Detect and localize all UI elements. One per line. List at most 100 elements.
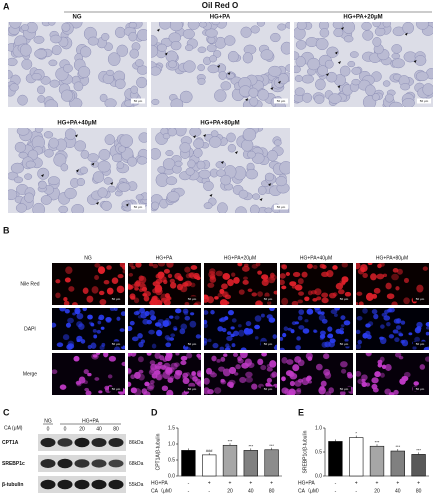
cell <box>321 341 328 348</box>
cell <box>169 22 183 32</box>
cell <box>169 278 175 284</box>
cell <box>398 355 404 360</box>
cell <box>128 31 138 42</box>
cell <box>403 371 411 378</box>
cell <box>400 83 411 91</box>
cell <box>332 292 338 297</box>
cell <box>343 35 354 43</box>
cell <box>315 37 329 51</box>
cell <box>230 326 235 330</box>
cell <box>143 291 152 297</box>
cell <box>256 22 266 27</box>
cell <box>233 330 239 337</box>
cell <box>166 389 174 395</box>
cell <box>287 327 292 331</box>
cell <box>337 289 345 295</box>
cell <box>209 268 216 275</box>
cell <box>215 160 227 169</box>
cell <box>264 207 273 213</box>
micrograph: 50 μm <box>280 308 353 350</box>
cell <box>210 372 217 378</box>
cell <box>103 280 110 285</box>
cell <box>302 328 310 334</box>
cell <box>211 22 220 26</box>
cell <box>190 312 195 316</box>
micrograph: 50 μm <box>52 308 125 350</box>
cell <box>31 72 42 81</box>
cell <box>391 52 401 60</box>
cell <box>235 206 247 213</box>
cell <box>78 376 86 384</box>
scale-bar: 50 μm <box>112 297 121 301</box>
cell <box>190 265 198 270</box>
x-row-value: 80 <box>416 488 422 494</box>
cell <box>187 22 200 30</box>
x-row-label: HG+PA <box>298 480 315 486</box>
cell <box>14 141 27 153</box>
column-label: NG <box>84 255 92 261</box>
cells: 50 μm <box>52 263 125 305</box>
x-row-label: HG+PA <box>151 480 168 486</box>
cell <box>16 128 30 136</box>
cell <box>205 28 218 38</box>
cell <box>149 310 155 316</box>
cell <box>163 268 170 274</box>
cell <box>312 264 318 270</box>
cell <box>204 323 208 329</box>
cell <box>291 300 299 305</box>
cell <box>146 319 152 325</box>
cell <box>40 195 52 205</box>
cell <box>227 50 239 63</box>
x-row-value: - <box>208 488 210 494</box>
cell <box>242 128 257 142</box>
cell <box>94 377 100 381</box>
image-label: HG+PA+80μM <box>200 121 239 127</box>
cell <box>37 167 50 180</box>
bar <box>411 454 426 477</box>
cell <box>388 308 395 313</box>
cell <box>84 387 90 392</box>
panel-title: Oil Red O <box>202 1 238 10</box>
cell <box>297 315 303 321</box>
cell <box>233 353 239 357</box>
cell <box>228 366 237 375</box>
x-row-label: CA（μM） <box>298 488 322 494</box>
cell <box>166 263 174 268</box>
cell <box>76 312 84 320</box>
cell <box>204 294 210 303</box>
cell <box>156 329 163 337</box>
cell <box>134 281 141 288</box>
cell <box>130 85 139 94</box>
cell <box>231 343 236 348</box>
cell <box>327 334 332 339</box>
cell <box>209 370 215 375</box>
cell <box>148 263 154 267</box>
scale-bar-box <box>337 296 351 302</box>
cell <box>396 318 402 324</box>
cell <box>119 134 133 148</box>
protein-size: 68kDa <box>129 461 144 467</box>
cell <box>414 327 421 334</box>
cell <box>184 44 194 52</box>
cell <box>20 24 29 32</box>
cell <box>165 366 173 375</box>
cell <box>157 43 167 52</box>
cell <box>333 28 344 38</box>
row-label: DAPI <box>24 326 36 332</box>
cell <box>231 272 236 277</box>
cell <box>98 314 105 321</box>
cell <box>425 326 429 330</box>
cell <box>175 353 180 356</box>
cell <box>297 299 304 304</box>
cell <box>365 382 371 387</box>
scale-bar-box <box>337 386 351 392</box>
cell <box>217 326 224 332</box>
micrograph: 50 μm <box>356 308 429 350</box>
arrowhead <box>227 71 231 75</box>
cell <box>361 374 368 381</box>
group-label: NG <box>44 418 52 424</box>
cell <box>116 285 125 294</box>
cell <box>247 362 255 368</box>
cells: 50 μm <box>280 263 353 305</box>
cell <box>8 189 18 201</box>
